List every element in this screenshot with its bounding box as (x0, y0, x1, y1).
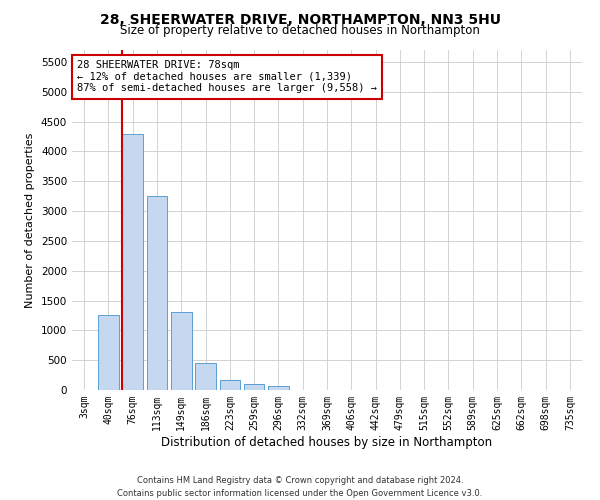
X-axis label: Distribution of detached houses by size in Northampton: Distribution of detached houses by size … (161, 436, 493, 448)
Bar (268, 386, 289, 390)
Text: 28 SHEERWATER DRIVE: 78sqm
← 12% of detached houses are smaller (1,339)
87% of s: 28 SHEERWATER DRIVE: 78sqm ← 12% of deta… (77, 60, 377, 94)
Y-axis label: Number of detached properties: Number of detached properties (25, 132, 35, 308)
Text: 28, SHEERWATER DRIVE, NORTHAMPTON, NN3 5HU: 28, SHEERWATER DRIVE, NORTHAMPTON, NN3 5… (100, 12, 500, 26)
Bar (171, 312, 191, 390)
Bar (98, 316, 119, 390)
Text: Size of property relative to detached houses in Northampton: Size of property relative to detached ho… (120, 24, 480, 37)
Bar (122, 134, 143, 390)
Bar (195, 363, 216, 390)
Bar (146, 196, 167, 390)
Bar (220, 380, 240, 390)
Text: Contains HM Land Registry data © Crown copyright and database right 2024.
Contai: Contains HM Land Registry data © Crown c… (118, 476, 482, 498)
Bar (244, 384, 265, 390)
